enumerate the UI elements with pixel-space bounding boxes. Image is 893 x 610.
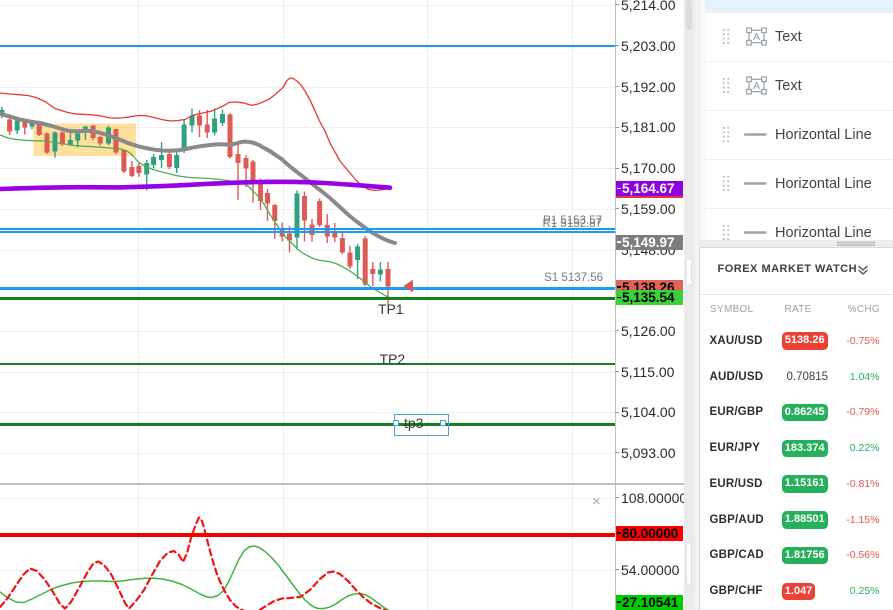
svg-text:A: A xyxy=(753,31,760,43)
svg-text:A: A xyxy=(753,80,760,92)
